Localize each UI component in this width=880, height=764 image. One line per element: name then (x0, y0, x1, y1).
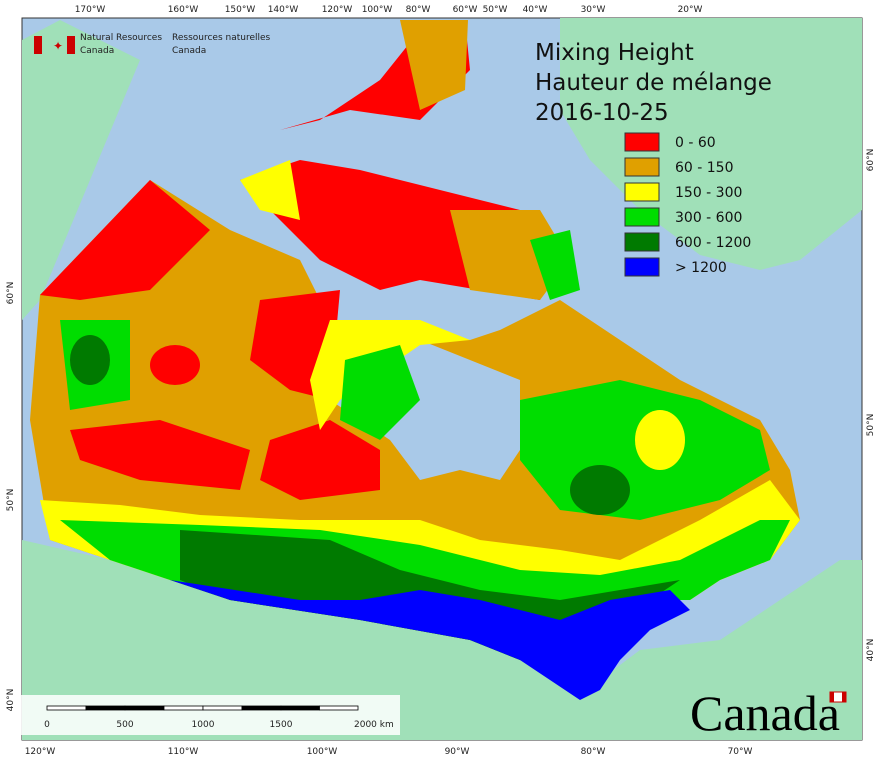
legend-swatch (624, 207, 660, 227)
zone-darkgreen (70, 335, 110, 385)
greenland (560, 18, 862, 270)
scale-bar-seg (280, 705, 320, 711)
scale-bar-seg (241, 705, 282, 711)
zone-red (70, 420, 250, 490)
flag-bar (34, 36, 42, 54)
labels: ✦ Natural Resources Canada Ressources na… (34, 33, 847, 741)
scale-bar-label: 1500 (270, 720, 293, 730)
latitude-label: 60°N (866, 149, 876, 172)
latitude-label: 50°N (6, 489, 16, 512)
longitude-label: 110°W (168, 747, 199, 757)
arctic-islands (530, 230, 580, 300)
legend-swatch (624, 157, 660, 177)
latitude-label: 50°N (866, 414, 876, 437)
zone-darkgreen (570, 465, 630, 515)
longitude-label: 60°W (453, 5, 478, 15)
arctic-islands (450, 210, 570, 300)
zone-yellow (635, 410, 685, 470)
longitude-label: 120°W (322, 5, 353, 15)
alaska (22, 20, 140, 320)
agency-en: Canada (80, 46, 114, 56)
latitude-label: 40°N (866, 639, 876, 662)
scale-bar-seg (124, 705, 165, 711)
legend-swatch (624, 257, 660, 277)
arctic-islands (400, 20, 468, 110)
legend-label: 60 - 150 (675, 160, 734, 176)
latitude-label: 60°N (6, 282, 16, 305)
wordmark-flag (842, 692, 846, 702)
map-frame (21, 17, 863, 741)
zone-yellow (310, 320, 470, 430)
agency-fr: Canada (172, 46, 206, 56)
wordmark-flag (830, 692, 834, 702)
longitude-label: 20°W (678, 5, 703, 15)
wordmark: Canada (690, 685, 840, 741)
legend-swatch (624, 132, 660, 152)
scale-bar-seg (163, 705, 204, 711)
scale-bar-label: 0 (44, 720, 50, 730)
latitude-label: 40°N (6, 689, 16, 712)
subtitle: Hauteur de mélange (535, 70, 772, 96)
scale-bar-bg (20, 695, 400, 735)
scale-bar-seg (85, 705, 126, 711)
zone-blue (170, 580, 690, 700)
legend-label: > 1200 (675, 260, 727, 276)
united-states (22, 540, 862, 740)
longitude-label: 80°W (406, 5, 431, 15)
longitude-label: 170°W (75, 5, 106, 15)
legend-swatch (624, 182, 660, 202)
legend-label: 0 - 60 (675, 135, 716, 151)
scale-bar-seg (46, 705, 87, 711)
longitude-label: 120°W (25, 747, 56, 757)
zone-red (40, 180, 210, 300)
scale-bar-seg (319, 705, 359, 711)
longitude-label: 140°W (268, 5, 299, 15)
zone-red (260, 420, 380, 500)
legend-swatch (624, 232, 660, 252)
legend-label: 300 - 600 (675, 210, 742, 226)
scale-bar-label: 500 (116, 720, 133, 730)
longitude-label: 50°W (483, 5, 508, 15)
longitude-label: 30°W (581, 5, 606, 15)
agency-en: Natural Resources (80, 33, 162, 43)
zone-red (150, 345, 200, 385)
title: Mixing Height (535, 40, 694, 66)
longitude-label: 80°W (581, 747, 606, 757)
scale-bar-seg (202, 705, 243, 711)
agency-fr: Ressources naturelles (172, 33, 271, 43)
longitude-label: 150°W (225, 5, 256, 15)
legend-label: 150 - 300 (675, 185, 742, 201)
arctic-islands (240, 160, 300, 220)
legend-label: 600 - 1200 (675, 235, 751, 251)
scale-bar-label: 1000 (192, 720, 215, 730)
longitude-label: 90°W (445, 747, 470, 757)
longitude-label: 100°W (362, 5, 393, 15)
scale-bar-label: 2000 km (354, 720, 394, 730)
flag-bar (67, 36, 75, 54)
longitude-label: 40°W (523, 5, 548, 15)
maple-leaf: ✦ (53, 39, 63, 53)
longitude-label: 160°W (168, 5, 199, 15)
longitude-label: 100°W (307, 747, 338, 757)
date: 2016-10-25 (535, 100, 669, 126)
longitude-label: 70°W (728, 747, 753, 757)
zone-green (340, 345, 420, 440)
